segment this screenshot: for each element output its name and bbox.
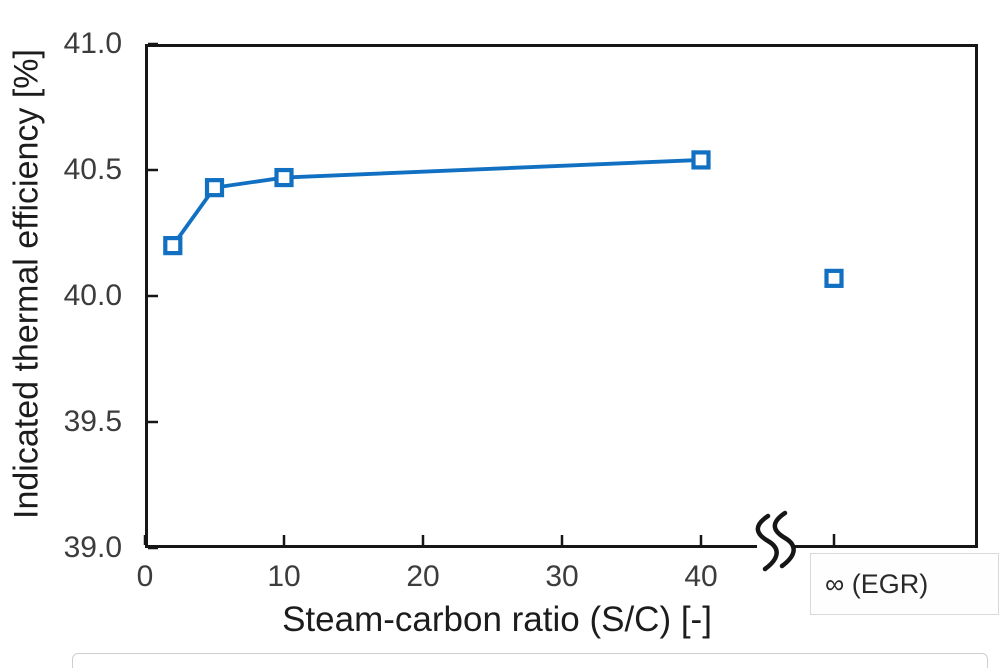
data-point-marker	[691, 150, 711, 170]
data-point-marker	[824, 268, 844, 288]
bottom-cropped-textbox	[72, 653, 988, 668]
x-tick-label: 0	[136, 560, 154, 593]
infinity-egr-label: ∞ (EGR)	[825, 568, 929, 599]
series-line	[171, 158, 702, 247]
x-tick-label: 40	[684, 560, 718, 593]
x-axis-title: Steam-carbon ratio (S/C) [-]	[282, 600, 712, 639]
y-tick-label: 39.5	[63, 405, 122, 438]
axis-break-squiggle	[772, 510, 796, 569]
y-tick-label: 40.5	[63, 153, 122, 186]
plot-border	[145, 44, 978, 548]
y-tick-label: 41.0	[63, 27, 122, 60]
x-tick-label: 10	[267, 560, 301, 593]
x-tick-label: 30	[545, 560, 579, 593]
y-tick-label: 39.0	[63, 531, 122, 564]
y-tick-label: 40.0	[63, 279, 122, 312]
data-point-marker	[274, 167, 294, 188]
axis-break-squiggle	[755, 513, 779, 572]
x-tick-label: 20	[406, 560, 440, 593]
data-point-marker	[204, 178, 225, 198]
infinity-egr-label-box: ∞ (EGR)	[810, 553, 999, 615]
data-point-marker	[163, 236, 183, 256]
